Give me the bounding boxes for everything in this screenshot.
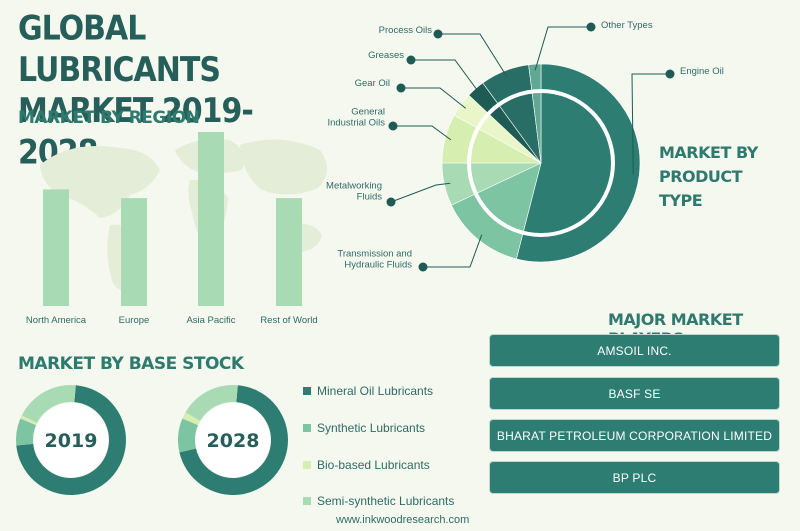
product-type-section-title: MARKET BY PRODUCT TYPE xyxy=(659,143,758,210)
product-slice-label: Gear Oil xyxy=(355,78,390,89)
player-box: BP PLC xyxy=(489,461,780,494)
page-title: GLOBAL LUBRICANTS MARKET 2019-2028 xyxy=(18,9,254,173)
callout-dot xyxy=(396,83,406,93)
callout-line xyxy=(393,125,452,141)
legend-item: Semi-synthetic Lubricants xyxy=(303,493,454,509)
base-stock-slice xyxy=(16,385,126,495)
base-stock-2028-donut: 2028 xyxy=(178,385,288,495)
product-slice xyxy=(516,63,641,263)
legend-label: Semi-synthetic Lubricants xyxy=(317,493,455,508)
region-bar xyxy=(43,189,69,306)
callout-dot xyxy=(388,121,398,131)
legend-label: Synthetic Lubricants xyxy=(317,420,426,435)
product-slice-label: Engine Oil xyxy=(680,66,724,77)
player-box: BHARAT PETROLEUM CORPORATION LIMITED xyxy=(489,419,780,452)
product-slice-label: Greases xyxy=(368,50,404,61)
product-slice-label: Other Types xyxy=(601,20,653,31)
product-type-donut-chart: Engine Oil Transmission and Hydraulic Flui… xyxy=(326,20,724,272)
callout-line xyxy=(534,26,591,71)
callout-dot xyxy=(433,29,443,39)
base-stock-slice xyxy=(15,418,37,446)
callout-dot xyxy=(586,22,596,32)
base-stock-slice xyxy=(178,418,199,453)
base-stock-2019-donut: 2019 xyxy=(15,385,126,495)
donut-year-label: 2019 xyxy=(45,430,98,452)
base-stock-section-title: MARKET BY BASE STOCK xyxy=(18,354,244,374)
callout-dot xyxy=(665,69,675,79)
region-bar xyxy=(276,198,302,306)
region-bar-label: Rest of World xyxy=(260,315,317,326)
legend-swatch xyxy=(303,496,311,505)
callout-line xyxy=(411,59,480,94)
player-box: BASF SE xyxy=(489,377,780,410)
base-stock-slice xyxy=(179,385,288,495)
donut-year-label: 2028 xyxy=(207,430,260,452)
donut-inner-ring xyxy=(467,89,615,237)
product-slice-label: General Industrial Oils xyxy=(327,107,385,129)
callout-line xyxy=(438,33,508,77)
callout-line xyxy=(401,87,467,109)
region-section-title: MARKET BY REGION xyxy=(18,108,200,128)
product-slice xyxy=(528,63,542,164)
legend-swatch xyxy=(303,460,311,469)
base-stock-slice xyxy=(185,385,238,421)
region-bar xyxy=(121,198,147,306)
base-stock-slice xyxy=(21,385,76,423)
legend-label: Bio-based Lubricants xyxy=(317,457,430,472)
product-slice-label: Metalworking Fluids xyxy=(326,181,382,203)
base-stock-slice xyxy=(182,412,201,426)
region-bar-label: Asia Pacific xyxy=(186,315,235,326)
callout-dot xyxy=(386,197,396,207)
region-bar-label: Europe xyxy=(119,315,150,326)
legend-item: Bio-based Lubricants xyxy=(303,457,430,473)
donut-center xyxy=(34,403,108,477)
region-bar xyxy=(198,132,224,306)
callout-line xyxy=(423,234,483,268)
callout-line xyxy=(631,73,670,175)
product-slice-label: Transmission and Hydraulic Fluids xyxy=(337,249,412,271)
player-box: AMSOIL INC. xyxy=(489,334,780,367)
callout-dot xyxy=(406,55,416,65)
region-bar-label: North America xyxy=(26,315,87,326)
region-bar-chart: North America Europe Asia Pacific Rest of W… xyxy=(26,132,318,326)
legend-swatch xyxy=(303,386,311,395)
legend-label: Mineral Oil Lubricants xyxy=(317,383,434,398)
product-slice-label: Process Oils xyxy=(379,25,433,36)
base-stock-slice xyxy=(20,415,38,426)
legend-item: Synthetic Lubricants xyxy=(303,420,425,436)
legend-swatch xyxy=(303,423,311,432)
legend-item: Mineral Oil Lubricants xyxy=(303,383,433,399)
callout-dot xyxy=(418,262,428,272)
callout-line xyxy=(390,182,451,203)
footer-url[interactable]: www.inkwoodresearch.com xyxy=(336,514,470,526)
donut-center xyxy=(196,403,270,477)
product-slice xyxy=(451,162,542,260)
